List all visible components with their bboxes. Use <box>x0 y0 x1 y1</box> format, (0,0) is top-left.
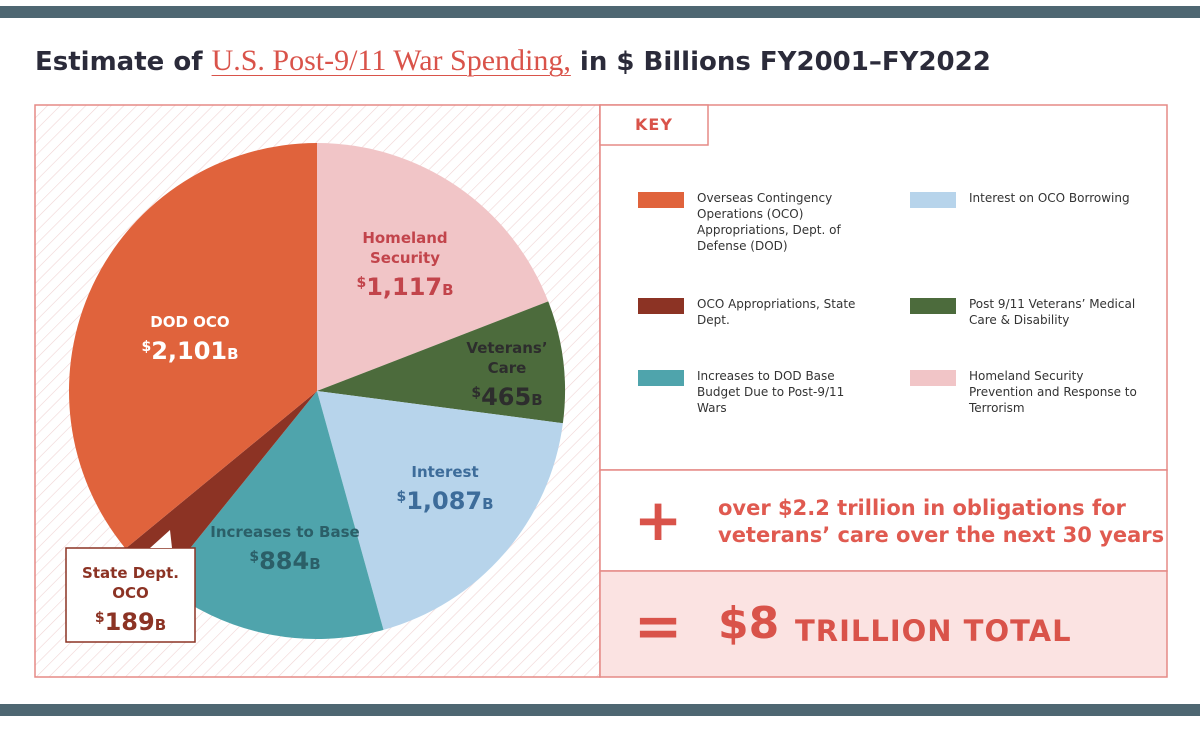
pie-slice <box>317 301 565 424</box>
value-label: $884B <box>249 547 321 575</box>
legend-swatch <box>910 192 956 208</box>
callout-pointer <box>150 530 172 548</box>
equals-symbol: = <box>633 592 683 660</box>
value-label: $1,087B <box>396 487 494 515</box>
legend-label: Post 9/11 Veterans’ Medical Care & Disab… <box>969 297 1136 327</box>
legend-swatch <box>638 192 684 208</box>
top-bar <box>0 6 1200 18</box>
pie-slice <box>317 143 549 391</box>
slice-name: Homeland Security <box>362 229 448 267</box>
key-panel <box>599 104 1168 471</box>
total-amount: $8 <box>718 598 780 649</box>
legend-label: Interest on OCO Borrowing <box>969 191 1130 205</box>
value-label: $1,117B <box>356 273 454 301</box>
plus-text: veterans’ care over the next 30 years <box>718 523 1165 547</box>
legend-swatch <box>638 370 684 386</box>
bottom-bar <box>0 704 1200 716</box>
value-label: $465B <box>471 383 543 411</box>
slice-label: Homeland Security $1,117B <box>335 228 475 305</box>
pie <box>69 143 565 639</box>
legend-title: KEY <box>635 115 673 134</box>
total-text: TRILLION TOTAL <box>795 614 1072 648</box>
slice-label: Increases to Base $884B <box>210 522 360 579</box>
title-suffix: in $ Billions FY2001–FY2022 <box>579 47 991 77</box>
slice-label: DOD OCO $2,101B <box>110 312 270 369</box>
pie-slice <box>161 391 384 639</box>
slice-label: Veterans’ Care $465B <box>452 338 562 415</box>
plus-symbol: + <box>633 486 683 554</box>
plus-text: over $2.2 trillion in obligations for <box>718 496 1126 520</box>
legend-label: Increases to DOD Base Budget Due to Post… <box>697 369 845 415</box>
plus-panel <box>599 469 1168 572</box>
legend-label: Homeland Security Prevention and Respons… <box>969 369 1137 415</box>
slice-name: DOD OCO <box>150 313 230 331</box>
value-label: $189B <box>94 608 167 636</box>
callout-box <box>65 547 196 643</box>
pie-slice <box>125 391 317 584</box>
legend-label: OCO Appropriations, State Dept. <box>697 297 856 327</box>
legend-swatch <box>638 298 684 314</box>
slice-name: Increases to Base <box>210 523 360 541</box>
legend-label: Overseas Contingency Operations (OCO) Ap… <box>697 191 841 253</box>
pie-slice <box>69 143 317 549</box>
legend-swatch <box>910 370 956 386</box>
slice-name: Interest <box>411 463 479 481</box>
legend-swatch <box>910 298 956 314</box>
chart-title: Estimate of U.S. Post-9/11 War Spending,… <box>35 44 991 78</box>
title-highlight: U.S. Post-9/11 War Spending, <box>211 44 571 77</box>
total-panel <box>599 570 1168 678</box>
slice-name: Veterans’ Care <box>466 339 548 377</box>
pie-slice <box>317 391 563 630</box>
slice-label: State Dept. OCO $189B <box>66 563 195 640</box>
key-tab <box>599 104 709 146</box>
slice-name: State Dept. OCO <box>82 564 179 602</box>
value-label: $2,101B <box>141 337 239 365</box>
slice-label: Interest $1,087B <box>370 462 520 519</box>
title-prefix: Estimate of <box>35 47 203 77</box>
